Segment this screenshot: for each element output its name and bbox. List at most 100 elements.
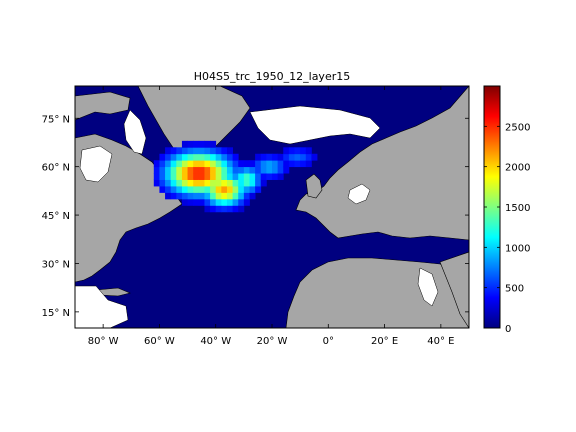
tracer-plume <box>153 140 318 213</box>
tracer-cell <box>153 160 160 168</box>
tracer-cell <box>165 192 172 200</box>
tracer-cell <box>232 192 239 200</box>
tracer-cell <box>193 198 200 206</box>
tracer-cell <box>210 198 217 206</box>
tracer-cell <box>187 192 194 200</box>
tracer-cell <box>283 160 290 168</box>
tracer-cell <box>294 160 301 168</box>
tracer-cell <box>260 179 267 187</box>
tracer-cell <box>260 153 267 161</box>
tracer-cell <box>193 153 200 161</box>
tracer-cell <box>243 160 250 168</box>
tracer-cell <box>193 179 200 187</box>
tracer-cell <box>221 153 228 161</box>
caribbean-no-data <box>75 285 129 328</box>
tracer-cell <box>153 166 160 174</box>
tracer-cell <box>159 173 166 180</box>
colorbar-ticks: 0 500 1000 1500 2000 2500 <box>484 122 530 335</box>
tracer-cell <box>198 198 205 206</box>
tracer-cell <box>238 205 245 213</box>
tracer-cell <box>204 186 211 193</box>
tracer-cell <box>176 179 183 187</box>
tracer-cell <box>198 186 205 193</box>
colorbar-tick-label: 0 <box>505 324 511 335</box>
tracer-cell <box>193 186 200 193</box>
tracer-cell <box>204 160 211 168</box>
tracer-cell <box>204 166 211 174</box>
tracer-cell <box>272 160 279 168</box>
tracer-cell <box>243 186 250 193</box>
hudson-bay-no-data <box>79 145 113 183</box>
tracer-cell <box>255 166 262 174</box>
tracer-cell <box>198 179 205 187</box>
tracer-cell <box>232 198 239 206</box>
tracer-cell <box>204 179 211 187</box>
tracer-cell <box>176 153 183 161</box>
tracer-cell <box>181 179 188 187</box>
british-isles-land <box>305 173 323 199</box>
tracer-cell <box>187 179 194 187</box>
tracer-cell <box>210 179 217 187</box>
tracer-cell <box>159 166 166 174</box>
tracer-cell <box>193 147 200 155</box>
tracer-cell <box>153 173 160 180</box>
lon-tick-label: 80° W <box>88 336 119 347</box>
tracer-cell <box>215 153 222 161</box>
tracer-cell <box>187 160 194 168</box>
tracer-cell <box>187 147 194 155</box>
tracer-cell <box>170 179 177 187</box>
tracer-cell <box>260 166 267 174</box>
tracer-cell <box>159 186 166 193</box>
tracer-cell <box>159 160 166 168</box>
tracer-cell <box>187 198 194 206</box>
tracer-cell <box>226 173 233 180</box>
tracer-cell <box>300 153 307 161</box>
tracer-cell <box>153 179 160 187</box>
tracer-cell <box>215 160 222 168</box>
tracer-cell <box>210 153 217 161</box>
tracer-cell <box>210 205 217 213</box>
tracer-cell <box>226 160 233 168</box>
tracer-cell <box>215 173 222 180</box>
tracer-cell <box>311 153 318 161</box>
tracer-cell <box>181 166 188 174</box>
tracer-cell <box>221 186 228 193</box>
lat-tick-label: 15° N <box>42 308 70 319</box>
tracer-cell <box>165 153 172 161</box>
tracer-cell <box>165 173 172 180</box>
tracer-cell <box>181 147 188 155</box>
tracer-cell <box>210 166 217 174</box>
tracer-cell <box>255 186 262 193</box>
tracer-cell <box>249 173 256 180</box>
tracer-cell <box>294 153 301 161</box>
tracer-cell <box>210 160 217 168</box>
tracer-cell <box>193 140 200 148</box>
tracer-cell <box>165 160 172 168</box>
tracer-cell <box>238 160 245 168</box>
tracer-cell <box>243 166 250 174</box>
tracer-cell <box>165 186 172 193</box>
tracer-cell <box>272 173 279 180</box>
tracer-cell <box>226 166 233 174</box>
tracer-cell <box>204 140 211 148</box>
arabia-land <box>439 251 469 328</box>
tracer-cell <box>215 192 222 200</box>
tracer-cell <box>210 140 217 148</box>
tracer-cell <box>221 147 228 155</box>
tracer-cell <box>221 205 228 213</box>
tracer-cell <box>238 173 245 180</box>
colorbar-tick-label: 500 <box>505 284 524 295</box>
tracer-cell <box>283 153 290 161</box>
tracer-cell <box>238 186 245 193</box>
north-america-arctic-land <box>75 91 131 121</box>
tracer-cell <box>260 173 267 180</box>
saharan-no-data <box>417 267 439 307</box>
tracer-cell <box>193 160 200 168</box>
tracer-cell <box>176 186 183 193</box>
lon-tick-label: 40° W <box>200 336 231 347</box>
tracer-cell <box>238 166 245 174</box>
tracer-cell <box>232 205 239 213</box>
tracer-cell <box>249 186 256 193</box>
baltic-no-data <box>347 183 371 205</box>
tracer-cell <box>193 173 200 180</box>
